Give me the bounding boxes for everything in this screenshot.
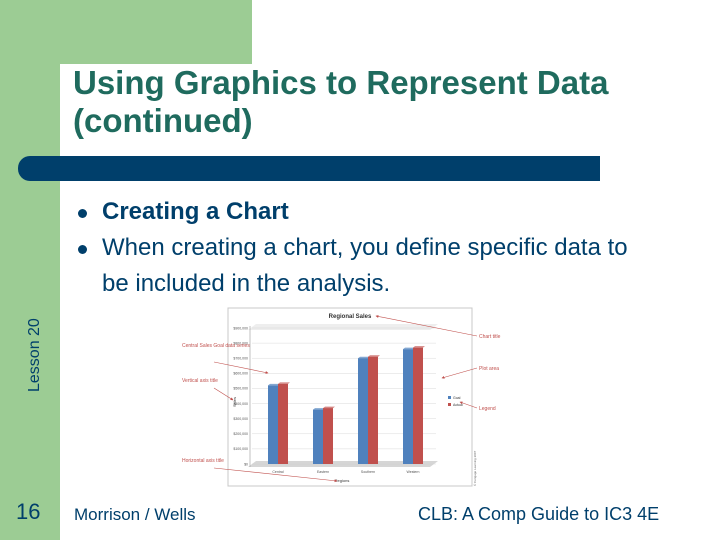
top-accent-block [0, 0, 252, 64]
bullet-text: Creating a Chart [102, 198, 289, 225]
chart-figure: Regional Sales $900,000$800,000$700,000$… [182, 307, 501, 487]
callout-chart-title-arrow [375, 315, 478, 337]
bar-top [413, 346, 425, 348]
callout-plot-area-arrow [441, 367, 478, 379]
x-tick-label: Western [407, 470, 420, 474]
bar-top [278, 382, 290, 384]
callout-legend-label: Legend [479, 406, 496, 412]
callout-plot-area: Plot area [441, 366, 499, 379]
legend-goal-swatch [448, 396, 451, 399]
footer-book-title: CLB: A Comp Guide to IC3 4E [418, 504, 660, 524]
y-tick-label: $400,000 [233, 402, 248, 406]
callout-vertical-axis-arrow [213, 387, 234, 401]
callout-legend: Legend [459, 401, 496, 412]
bar-top [403, 347, 415, 350]
y-tick-label: $200,000 [233, 432, 248, 436]
bar-actual [278, 383, 288, 464]
legend-actual-label: Actual [453, 403, 463, 407]
bullet-dot-icon [78, 245, 87, 254]
bar-top [313, 408, 325, 410]
callout-chart-title: Chart title [375, 315, 501, 340]
y-tick-label: $500,000 [233, 387, 248, 391]
bullet-item: Creating a Chart [72, 194, 652, 230]
bar-actual [413, 347, 423, 464]
footer-author: Morrison / Wells [74, 505, 196, 524]
y-tick-label: $900,000 [233, 326, 248, 330]
bar-top [358, 356, 370, 359]
y-tick-label: $100,000 [233, 447, 248, 451]
figure-y-axis-title: Sales [232, 397, 237, 407]
y-tick-label: $800,000 [233, 341, 248, 345]
callout-plot-area-label: Plot area [479, 366, 499, 372]
callout-data-series-arrow [213, 361, 269, 374]
callout-data-series: Central Sales Goal data series [182, 343, 269, 374]
x-tick-label: Eastern [317, 470, 329, 474]
callout-chart-title-label: Chart title [479, 334, 501, 340]
lesson-label: Lesson 20 [26, 318, 43, 392]
bar-goal [403, 349, 413, 464]
callout-vertical-axis-label: Vertical axis title [182, 378, 218, 384]
x-tick-labels: Central Eastern Southern Western [272, 470, 419, 474]
x-tick-label: Central [272, 470, 284, 474]
x-tick-label: Southern [361, 470, 375, 474]
legend-actual-swatch [448, 403, 451, 406]
callout-vertical-axis: Vertical axis title [182, 378, 234, 401]
bar-series [268, 346, 425, 464]
bar-goal [313, 409, 323, 464]
bar-top [323, 406, 335, 409]
callout-legend-arrow [459, 401, 478, 409]
y-tick-labels: $900,000 $800,000 $700,000 $600,000 $500,000… [233, 326, 248, 466]
y-tick-label: $300,000 [233, 417, 248, 421]
page-number: 16 [16, 499, 41, 524]
callout-horizontal-axis: Horizontal axis title [182, 458, 338, 483]
bullet-item: When creating a chart, you define specif… [72, 230, 652, 302]
y-tick-label: $600,000 [233, 372, 248, 376]
callout-data-series-text: Central Sales Goal data series [182, 343, 250, 349]
bar-goal [358, 358, 368, 464]
bar-top [268, 383, 280, 386]
title-panel [60, 64, 720, 156]
bar-actual [323, 408, 333, 464]
bar-goal [268, 385, 278, 464]
callout-horizontal-axis-label: Horizontal axis title [182, 458, 224, 464]
title-divider [18, 156, 600, 181]
legend-goal-label: Goal [453, 396, 461, 400]
y-tick-label: $700,000 [233, 357, 248, 361]
slide-title: Using Graphics to Represent Data (contin… [73, 64, 609, 139]
bullet-text: When creating a chart, you define specif… [102, 234, 628, 297]
plot-wall [248, 324, 438, 330]
figure-chart-title: Regional Sales [329, 314, 372, 320]
callout-horizontal-axis-arrow [213, 467, 338, 483]
copyright-note: © Cengage Learning 2007 [473, 450, 477, 486]
bar-actual [368, 356, 378, 464]
bar-top [368, 355, 380, 357]
callout-data-series-label: Central Sales Goal data series [182, 343, 250, 349]
figure-x-axis-title: Regions [335, 478, 350, 483]
left-accent-bar [0, 0, 60, 540]
y-tick-label: $0 [244, 462, 248, 466]
chart-frame [227, 307, 473, 487]
bullet-list: Creating a Chart When creating a chart, … [72, 194, 652, 302]
figure-legend: Goal Actual [448, 396, 463, 407]
bullet-dot-icon [78, 209, 87, 218]
